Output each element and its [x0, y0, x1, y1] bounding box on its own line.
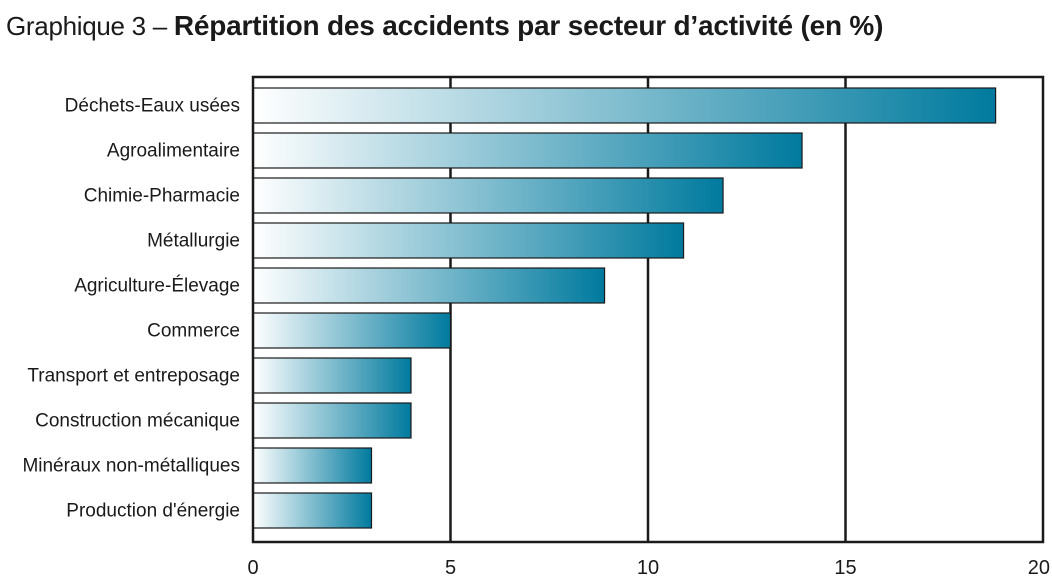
bar [252, 447, 373, 484]
bar [252, 312, 452, 349]
chart-title: Graphique 3 – Répartition des accidents … [6, 10, 883, 42]
bar [252, 132, 803, 169]
chart-title-main: Répartition des accidents par secteur d’… [173, 10, 884, 41]
x-tick-label: 20 [1028, 557, 1050, 579]
x-tick-label: 10 [637, 557, 659, 579]
category-label: Commerce [147, 321, 240, 342]
x-axis-tick-labels: 0 5 10 15 20 [247, 557, 1050, 579]
chart-title-prefix: Graphique 3 – [6, 11, 174, 41]
bar [252, 222, 685, 259]
category-label: Construction mécanique [35, 411, 240, 432]
category-label: Production d'énergie [66, 501, 240, 522]
category-label: Transport et entreposage [27, 366, 240, 387]
category-labels: Déchets-Eaux usées Agroalimentaire Chimie-… [22, 96, 240, 522]
bar [252, 177, 724, 214]
x-tick-label: 5 [445, 557, 456, 579]
x-tick-label: 0 [247, 557, 258, 579]
bar [252, 267, 606, 304]
x-tick-label: 15 [834, 557, 856, 579]
bars [252, 87, 997, 529]
category-label: Métallurgie [147, 231, 240, 252]
plot-frame [251, 75, 1045, 544]
bar [252, 87, 997, 124]
category-label: Agroalimentaire [107, 141, 240, 162]
category-label: Chimie-Pharmacie [84, 186, 240, 207]
category-label: Déchets-Eaux usées [65, 96, 240, 117]
bar [252, 357, 412, 394]
category-label: Agriculture-Élevage [74, 276, 240, 297]
bar [252, 402, 412, 439]
category-label: Minéraux non-métalliques [22, 456, 240, 477]
bar [252, 492, 373, 529]
